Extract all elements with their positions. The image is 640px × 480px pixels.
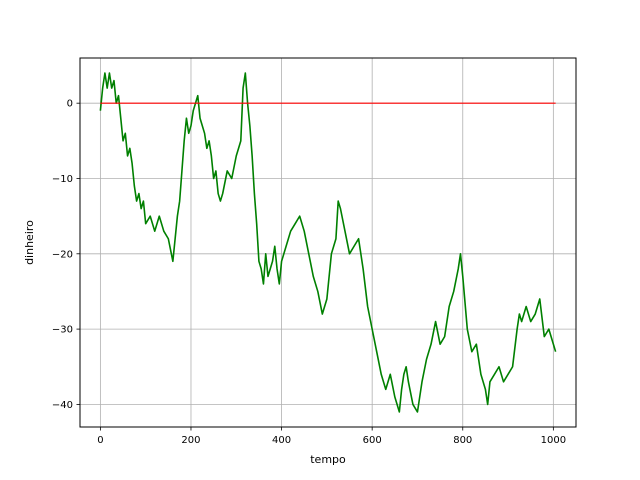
x-tick-label: 1000 <box>541 435 566 446</box>
y-tick-label: −40 <box>52 400 73 411</box>
y-axis-label: dinheiro <box>23 220 36 265</box>
y-tick-label: −10 <box>52 174 73 185</box>
x-tick-label: 400 <box>272 435 291 446</box>
x-tick-label: 600 <box>363 435 382 446</box>
ticks: 0 200 400 600 800 1000 −40 −30 −20 −10 0 <box>52 99 566 446</box>
series-line-1 <box>99 72 557 413</box>
y-tick-label: 0 <box>67 99 73 110</box>
x-tick-label: 200 <box>181 435 200 446</box>
y-tick-label: −20 <box>52 249 73 260</box>
x-axis-label: tempo <box>310 453 346 466</box>
series-layer <box>99 72 557 413</box>
x-tick-label: 800 <box>453 435 472 446</box>
axes-frame <box>79 57 577 428</box>
x-tick-label: 0 <box>97 435 103 446</box>
y-tick-label: −30 <box>52 325 73 336</box>
